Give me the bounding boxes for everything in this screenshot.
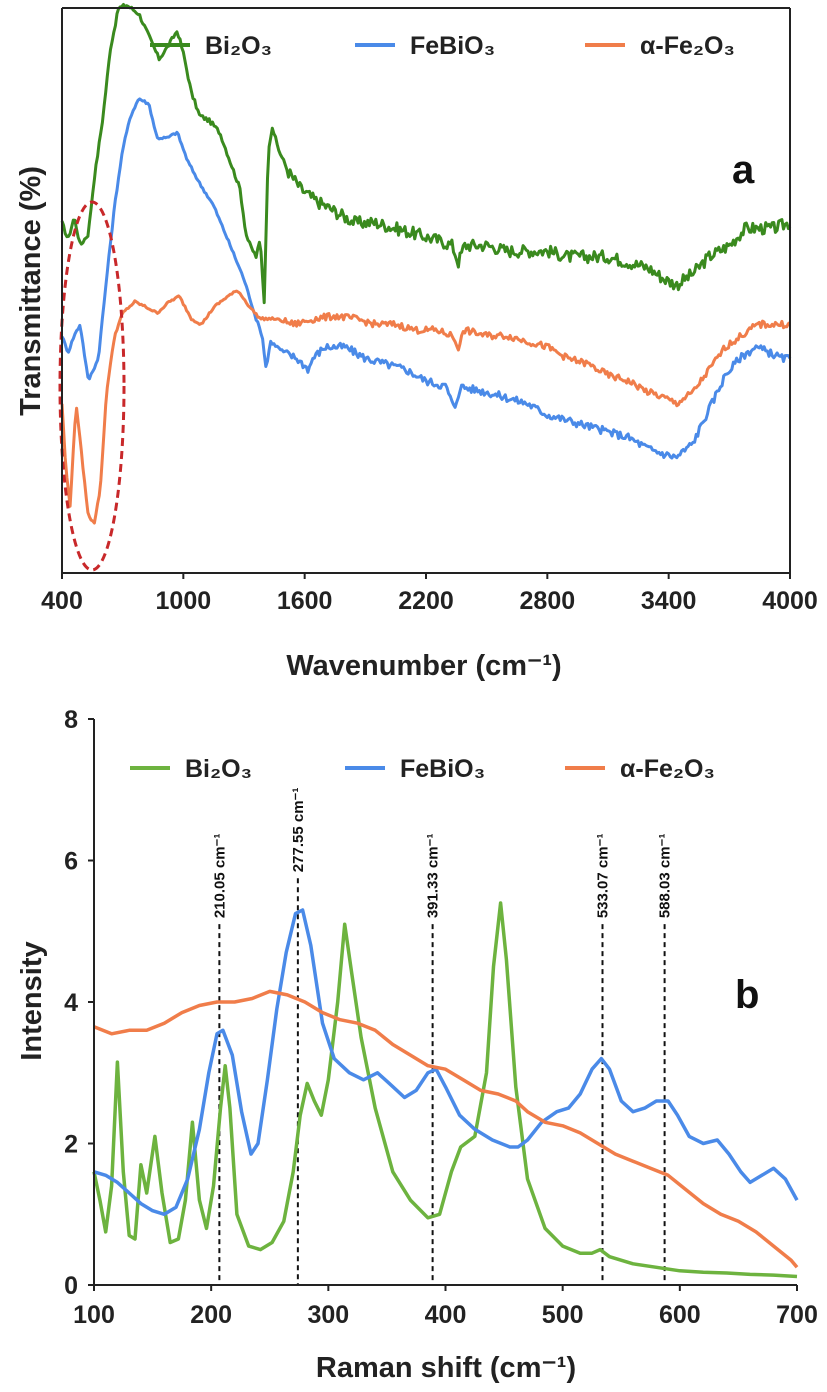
panel-b-x-tick-label: 500 <box>542 1301 584 1329</box>
panel-a-x-tick-label: 4000 <box>762 587 818 615</box>
panel-a-legend-label: α-Fe₂O₃ <box>640 32 735 60</box>
panel-b-label: b <box>735 973 759 1017</box>
panel-b-line-series-2 <box>93 989 799 1269</box>
panel-a-legend: Bi₂O₃ FeBiO₃ α-Fe₂O₃ <box>150 32 735 60</box>
panel-a-line-series-0 <box>60 3 792 305</box>
panel-b-x-tick-label: 100 <box>73 1301 115 1329</box>
panel-b-legend: Bi₂O₃ FeBiO₃ α-Fe₂O₃ <box>130 755 715 783</box>
panel-b-peak-marker-label: 277.55 cm⁻¹ <box>290 788 307 873</box>
panel-a-series <box>60 3 792 525</box>
panel-b-y-tick-label: 4 <box>64 989 78 1017</box>
panel-b-x-tick-label: 600 <box>659 1301 701 1329</box>
panel-a-line-series-2 <box>60 289 791 525</box>
panel-b-raman-chart: 210.05 cm⁻¹ 277.55 cm⁻¹ 391.33 cm⁻¹ 533.07 … <box>16 706 818 1384</box>
panel-b-series <box>92 901 799 1279</box>
panel-b-line-series-0 <box>92 901 798 1279</box>
panel-a-legend-label: FeBiO₃ <box>410 32 495 60</box>
panel-a-x-tick-label: 3400 <box>641 587 697 615</box>
panel-a-tick-labels: 400 1000 1600 2200 2800 3400 4000 <box>41 573 818 615</box>
panel-b-peak-marker-label: 588.03 cm⁻¹ <box>657 834 674 919</box>
panel-b-peak-marker-label: 210.05 cm⁻¹ <box>211 834 228 919</box>
panel-b-y-tick-label: 2 <box>64 1131 78 1159</box>
panel-b-line-series-1 <box>93 908 799 1217</box>
panel-b-legend-label: α-Fe₂O₃ <box>620 755 715 783</box>
panel-a-x-tick-label: 2800 <box>520 587 576 615</box>
panel-b-legend-label: FeBiO₃ <box>400 755 485 783</box>
panel-a-highlight-ellipse <box>58 200 126 572</box>
panel-b-y-tick-label: 0 <box>64 1272 78 1300</box>
panel-a-x-tick-label: 1600 <box>277 587 333 615</box>
panel-b-peak-markers: 210.05 cm⁻¹ 277.55 cm⁻¹ 391.33 cm⁻¹ 533.07 … <box>211 788 674 1285</box>
panel-a-x-tick-label: 2200 <box>398 587 454 615</box>
panel-a-label: a <box>732 148 755 192</box>
panel-b-legend-label: Bi₂O₃ <box>185 755 252 783</box>
panel-b-x-tick-label: 300 <box>307 1301 349 1329</box>
panel-a-axes <box>61 7 791 574</box>
panel-b-y-tick-label: 8 <box>64 706 78 734</box>
panel-a-x-axis-label: Wavenumber (cm⁻¹) <box>286 650 561 682</box>
panel-a-ftir-chart: 400 1000 1600 2200 2800 3400 4000 Bi₂O₃ FeBiO₃ α… <box>15 3 818 682</box>
panel-b-tick-labels: 100 200 300 400 500 600 700 0 2 4 6 8 <box>64 706 818 1329</box>
panel-b-x-tick-label: 700 <box>776 1301 818 1329</box>
panel-b-y-tick-label: 6 <box>64 848 78 876</box>
panel-b-x-tick-label: 200 <box>190 1301 232 1329</box>
panel-b-x-axis-label: Raman shift (cm⁻¹) <box>316 1352 576 1384</box>
panel-b-y-axis-label: Intensity <box>16 941 48 1060</box>
panel-b-peak-marker-label: 533.07 cm⁻¹ <box>595 834 612 919</box>
panel-a-x-tick-label: 1000 <box>156 587 212 615</box>
panel-a-y-axis-label: Transmittance (%) <box>15 166 47 416</box>
panel-b-x-tick-label: 400 <box>425 1301 467 1329</box>
panel-a-line-series-1 <box>60 97 792 460</box>
panel-a-x-tick-label: 400 <box>41 587 83 615</box>
panel-b-peak-marker-label: 391.33 cm⁻¹ <box>425 834 442 919</box>
panel-a-legend-label: Bi₂O₃ <box>205 32 272 60</box>
